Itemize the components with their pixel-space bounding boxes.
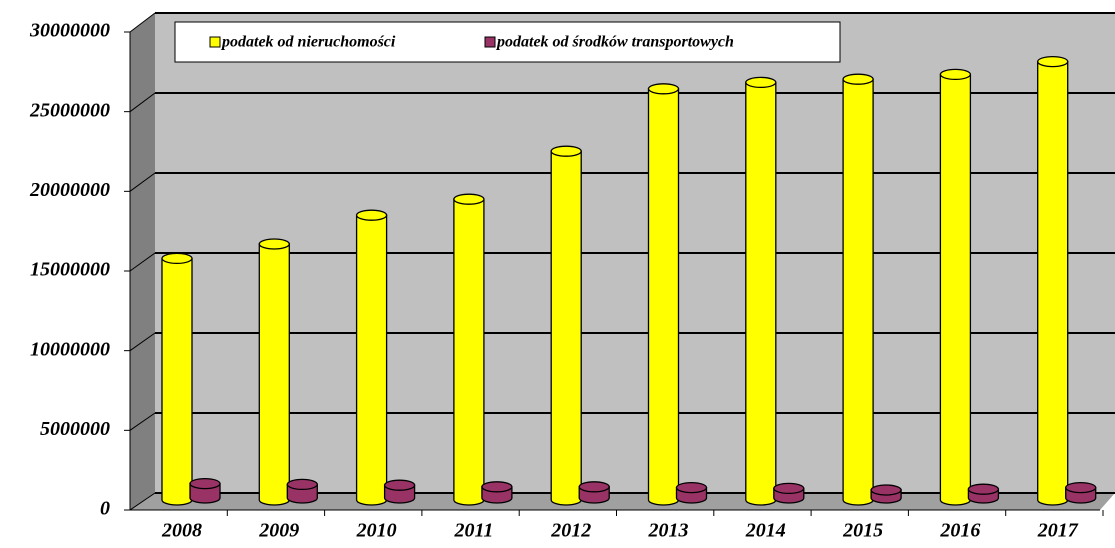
- x-tick-label: 2014: [745, 520, 786, 542]
- bar-top: [745, 76, 777, 89]
- x-tick-label: 2009: [258, 520, 299, 542]
- bar: [1037, 60, 1069, 506]
- legend: podatek od nieruchomości podatek od środ…: [174, 21, 841, 63]
- x-tick-label: 2015: [842, 520, 883, 542]
- bar-top: [453, 193, 485, 205]
- bar-top: [481, 481, 513, 493]
- bar: [939, 73, 972, 506]
- bars: [161, 55, 1097, 506]
- y-tick-label: 25000000: [29, 99, 110, 121]
- side-grid-line: [129, 492, 156, 511]
- legend-label: podatek od środków transportowych: [495, 34, 734, 51]
- y-tick-label: 30000000: [29, 20, 110, 42]
- bar: [161, 257, 193, 506]
- bar: [745, 81, 777, 506]
- y-tick-label: 5000000: [40, 418, 110, 440]
- side-grid-line: [129, 252, 156, 272]
- bar-top: [1037, 55, 1069, 68]
- bar-top: [1065, 481, 1097, 494]
- bar-top: [870, 484, 902, 496]
- bar-top: [355, 209, 388, 221]
- x-tick-label: 2011: [453, 520, 493, 542]
- y-tick-label: 20000000: [29, 179, 110, 201]
- bar-top: [189, 477, 221, 490]
- bar-top: [939, 68, 972, 81]
- bar: [258, 243, 290, 506]
- bar-top: [286, 478, 318, 491]
- bar-top: [675, 481, 708, 494]
- side-grid-line: [129, 412, 156, 431]
- x-tick-label: 2013: [648, 520, 689, 542]
- bar-top: [773, 482, 805, 495]
- bar-top: [967, 483, 1000, 495]
- side-grid-line: [129, 92, 156, 113]
- y-tick-label: 10000000: [30, 338, 110, 360]
- x-tick-label: 2017: [1037, 520, 1079, 542]
- x-tick-label: 2008: [161, 520, 202, 542]
- legend-swatch: [484, 36, 496, 48]
- y-tick-label: 15000000: [30, 259, 110, 281]
- bar-top: [647, 83, 680, 95]
- side-grid-line: [129, 172, 156, 192]
- legend-label: podatek od nieruchomości: [220, 34, 396, 51]
- bar: [550, 150, 582, 506]
- x-tick-label: 2010: [356, 520, 397, 542]
- x-tick-label: 2012: [550, 520, 591, 542]
- bar-top: [842, 73, 874, 85]
- side-grid-line: [129, 332, 156, 352]
- legend-swatch: [209, 36, 221, 48]
- y-tick-label: 0: [100, 498, 110, 520]
- bar: [647, 88, 680, 506]
- bar-top: [383, 479, 416, 491]
- bar: [453, 198, 485, 506]
- side-grid-line: [129, 12, 156, 33]
- bar-top: [550, 145, 582, 157]
- bar: [355, 214, 388, 506]
- bar-top: [258, 238, 290, 250]
- bar: [842, 78, 874, 506]
- bar-top: [161, 252, 193, 265]
- bar-top: [578, 481, 610, 493]
- legend-box: [174, 21, 841, 63]
- x-tick-label: 2016: [939, 520, 980, 542]
